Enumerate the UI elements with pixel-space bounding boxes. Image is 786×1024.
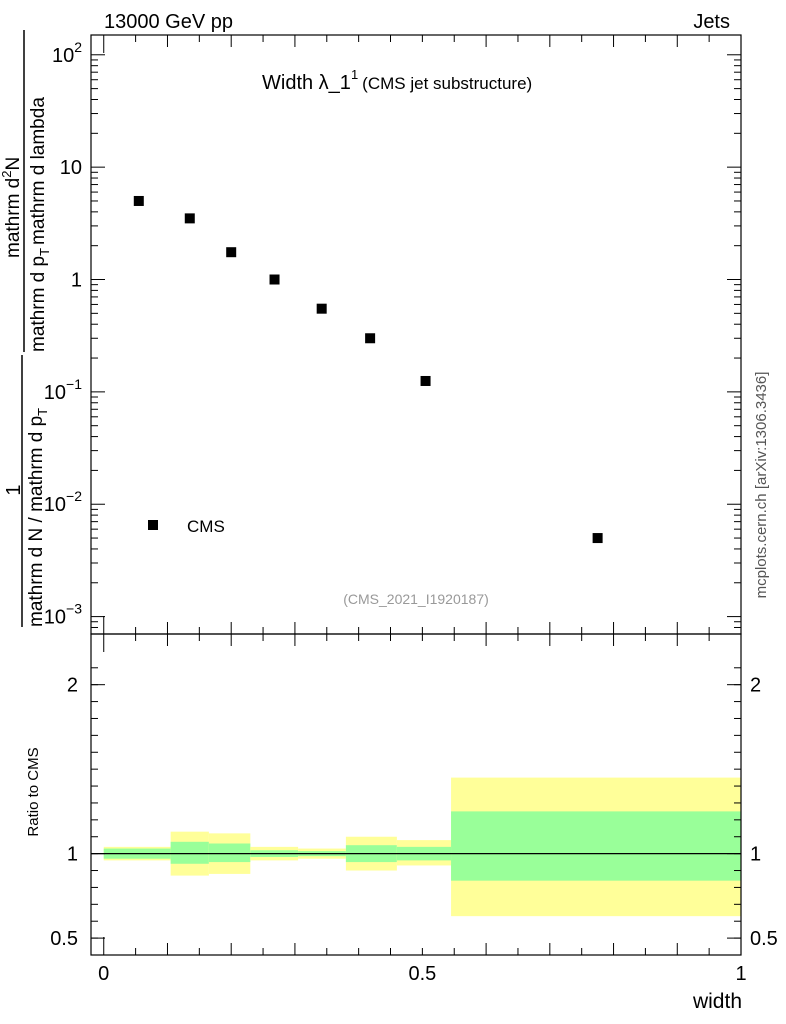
upper-ytick-label-0: 102 <box>52 39 82 67</box>
y-label-outer-denominator: mathrm d pTmathrm d lambda <box>28 97 52 352</box>
data-point-5 <box>365 333 376 344</box>
data-point-1 <box>184 213 195 224</box>
upper-ytick-label-4: 10−2 <box>44 488 82 516</box>
lower-ytick-label-left-2: 2 <box>67 675 78 697</box>
header-process: Jets <box>693 11 730 33</box>
data-point-3 <box>269 274 280 285</box>
plot-title-sup: 1 <box>351 67 358 82</box>
legend-label: CMS <box>187 517 225 536</box>
ratio-panel <box>91 777 741 917</box>
xtick-label-2: 1 <box>735 963 746 985</box>
header-energy: 13000 GeV pp <box>104 11 233 33</box>
ratio-band-inner-1 <box>170 841 209 864</box>
upper-ytick-label-3: 10−1 <box>44 376 82 404</box>
upper-frame <box>90 34 742 635</box>
side-source-text: mcplots.cern.ch [arXiv:1306.3436] <box>753 372 770 599</box>
y-label-inner-denominator: mathrm d N / mathrm d pT <box>26 408 50 627</box>
lower-frame <box>90 633 742 956</box>
plot-title: Width λ_11 (CMS jet substructure) <box>262 67 532 94</box>
lower-ytick-label-right-2: 2 <box>750 675 761 697</box>
y-label-one: 1 <box>3 484 25 495</box>
analysis-watermark: (CMS_2021_I1920187) <box>343 591 489 607</box>
x-axis-label: width <box>692 990 742 1013</box>
y-axis-label-lower: Ratio to CMS <box>25 747 42 836</box>
y-label-numerator: mathrm d2N <box>0 157 24 258</box>
lower-ytick-label-right-0: 0.5 <box>750 928 778 950</box>
upper-ytick-label-5: 10−3 <box>44 601 82 629</box>
y-axis-label-upper: 1 mathrm d N / mathrm d pT mathrm d2N ma… <box>0 30 52 627</box>
legend-marker <box>148 520 158 530</box>
lower-ytick-label-right-1: 1 <box>750 844 761 866</box>
plot-title-sub: (CMS jet substructure) <box>362 74 532 93</box>
data-point-6 <box>420 375 431 386</box>
upper-ytick-label-1: 10 <box>60 157 82 179</box>
lower-ytick-label-left-0: 0.5 <box>50 928 78 950</box>
xtick-label-0: 0 <box>98 963 109 985</box>
xtick-label-1: 0.5 <box>408 963 436 985</box>
data-point-7 <box>592 533 603 544</box>
data-point-2 <box>226 247 237 258</box>
upper-ytick-label-2: 1 <box>71 270 82 292</box>
data-point-0 <box>133 195 144 206</box>
plot-title-main: Width λ_1 <box>262 72 351 94</box>
ratio-band-inner-7 <box>451 811 741 881</box>
ratio-band-inner-2 <box>208 843 251 863</box>
main-panel: CMS <box>133 195 603 544</box>
data-point-4 <box>316 303 327 314</box>
lower-ytick-label-left-1: 1 <box>67 844 78 866</box>
